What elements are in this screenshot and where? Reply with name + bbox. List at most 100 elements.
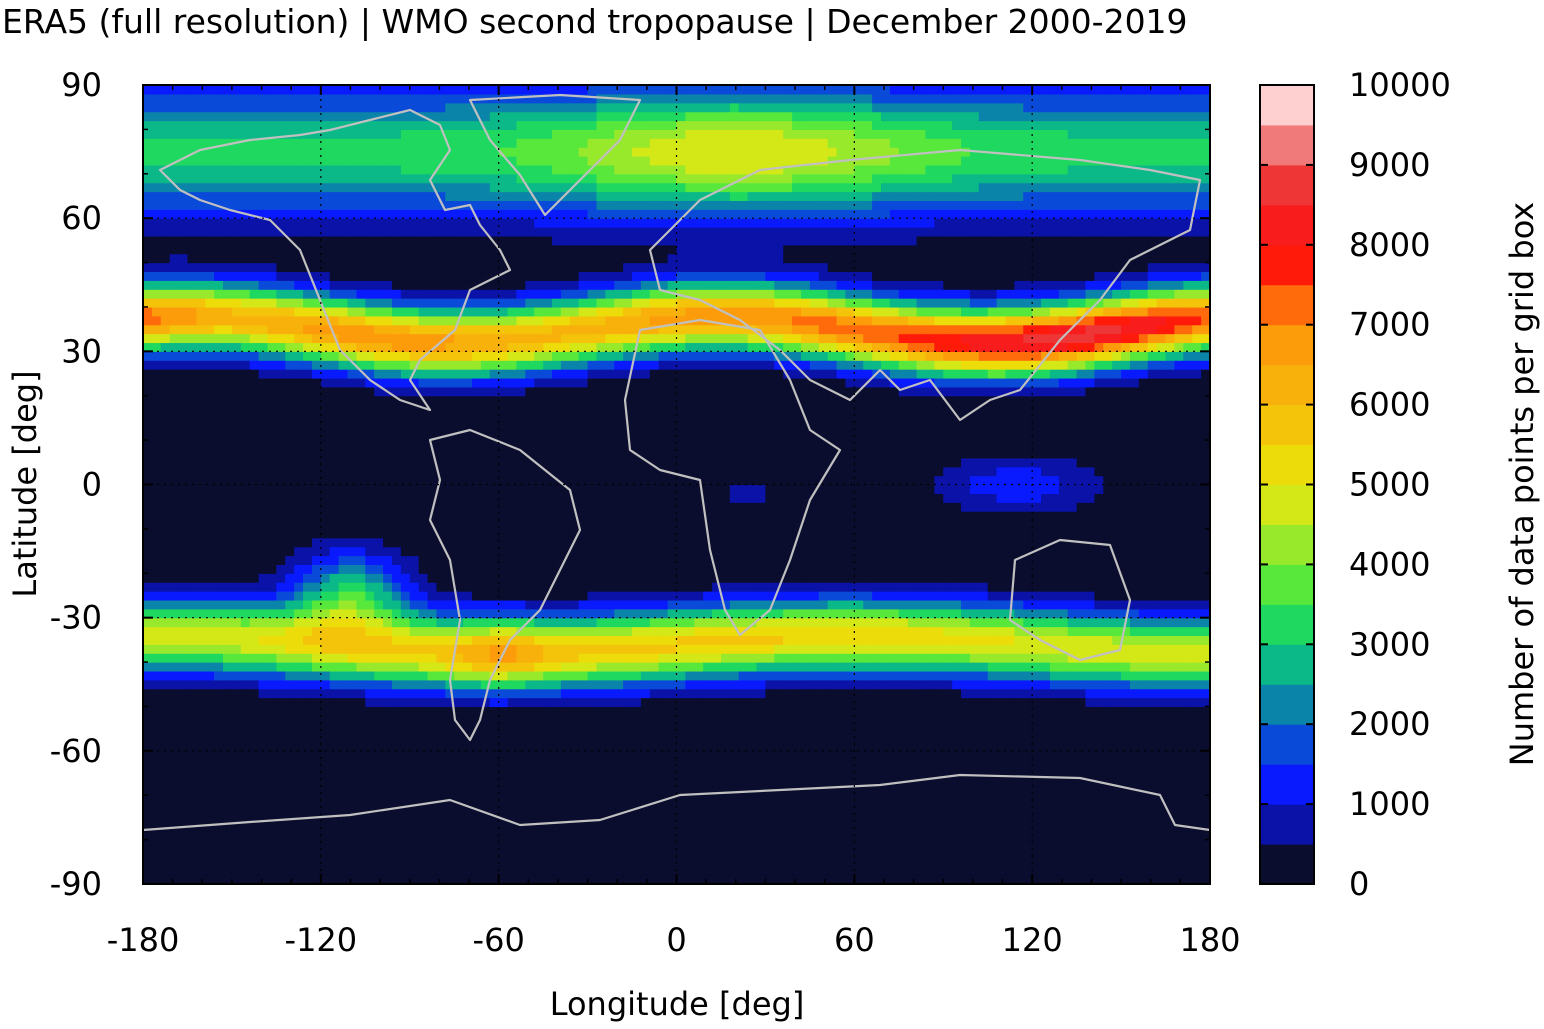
- heatmap-cell: [498, 129, 509, 139]
- heatmap-cell: [578, 617, 589, 628]
- heatmap-cell: [294, 777, 304, 787]
- heatmap-cell: [240, 528, 251, 539]
- heatmap-cell: [480, 715, 491, 725]
- heatmap-cell: [240, 875, 251, 884]
- heatmap-cell: [196, 555, 206, 565]
- heatmap-cell: [143, 555, 153, 565]
- heatmap-cell: [578, 662, 589, 672]
- heatmap-cell: [169, 599, 180, 610]
- heatmap-cell: [329, 546, 340, 557]
- heatmap-cell: [623, 608, 633, 619]
- heatmap-cell: [569, 227, 580, 237]
- heatmap-cell: [329, 848, 340, 858]
- heatmap-cell: [320, 635, 331, 645]
- heatmap-cell: [231, 697, 242, 708]
- heatmap-cell: [231, 635, 242, 645]
- heatmap-cell: [276, 147, 286, 157]
- heatmap-cell: [498, 360, 509, 370]
- heatmap-cell: [552, 821, 562, 832]
- heatmap-cell: [223, 280, 233, 290]
- heatmap-cell: [356, 706, 366, 716]
- heatmap-cell: [463, 502, 473, 512]
- heatmap-cell: [480, 466, 491, 477]
- heatmap-cell: [294, 573, 304, 583]
- heatmap-cell: [471, 138, 482, 148]
- heatmap-cell: [294, 218, 304, 228]
- heatmap-cell: [240, 750, 251, 761]
- heatmap-cell: [498, 830, 509, 841]
- heatmap-cell: [294, 786, 304, 796]
- heatmap-cell: [489, 253, 500, 264]
- heatmap-cell: [160, 546, 171, 557]
- heatmap-cell: [596, 750, 606, 761]
- heatmap-cell: [205, 679, 215, 690]
- heatmap-cell: [560, 759, 571, 770]
- heatmap-cell: [303, 839, 313, 850]
- heatmap-cell: [294, 271, 304, 281]
- heatmap-cell: [587, 191, 598, 202]
- heatmap-cell: [143, 440, 153, 450]
- heatmap-cell: [498, 422, 509, 432]
- heatmap-cell: [534, 537, 544, 548]
- heatmap-cell: [418, 413, 429, 423]
- heatmap-cell: [374, 386, 384, 397]
- heatmap-cell: [214, 475, 224, 486]
- heatmap-cell: [143, 200, 153, 210]
- heatmap-cell: [214, 164, 224, 175]
- heatmap-cell: [427, 839, 438, 850]
- heatmap-cell: [445, 164, 455, 175]
- heatmap-cell: [240, 795, 251, 805]
- heatmap-cell: [267, 85, 277, 95]
- heatmap-cell: [578, 839, 589, 850]
- heatmap-cell: [543, 227, 553, 237]
- heatmap-cell: [285, 759, 295, 770]
- heatmap-cell: [605, 227, 615, 237]
- heatmap-cell: [543, 812, 553, 823]
- heatmap-cell: [516, 218, 526, 228]
- heatmap-cell: [418, 289, 429, 299]
- heatmap-cell: [249, 626, 260, 637]
- heatmap-cell: [552, 804, 562, 814]
- heatmap-cell: [258, 546, 269, 557]
- heatmap-cell: [151, 644, 162, 654]
- heatmap-cell: [205, 164, 215, 175]
- heatmap-cell: [632, 564, 642, 574]
- heatmap-cell: [347, 804, 357, 814]
- heatmap-cell: [471, 289, 482, 299]
- heatmap-cell: [480, 502, 491, 512]
- heatmap-cell: [196, 875, 206, 884]
- heatmap-cell: [205, 209, 215, 219]
- heatmap-cell: [560, 528, 571, 539]
- heatmap-cell: [418, 528, 429, 539]
- heatmap-cell: [338, 830, 349, 841]
- heatmap-cell: [534, 298, 544, 308]
- heatmap-cell: [427, 466, 438, 477]
- heatmap-cell: [374, 830, 384, 841]
- heatmap-cell: [418, 466, 429, 477]
- heatmap-cell: [445, 244, 455, 255]
- heatmap-cell: [507, 200, 518, 210]
- heatmap-cell: [534, 635, 544, 645]
- heatmap-cell: [569, 93, 580, 104]
- heatmap-cell: [418, 511, 429, 521]
- heatmap-cell: [525, 164, 535, 175]
- heatmap-cell: [391, 253, 402, 264]
- heatmap-cell: [338, 315, 349, 326]
- heatmap-cell: [614, 777, 624, 787]
- heatmap-cell: [534, 147, 544, 157]
- heatmap-cell: [365, 653, 375, 663]
- heatmap-cell: [311, 821, 322, 832]
- heatmap-cell: [249, 866, 260, 876]
- heatmap-cell: [205, 227, 215, 237]
- heatmap-cell: [463, 511, 473, 521]
- heatmap-cell: [374, 670, 384, 681]
- heatmap-cell: [231, 608, 242, 619]
- heatmap-cell: [347, 528, 357, 539]
- heatmap-cell: [409, 147, 420, 157]
- heatmap-cell: [498, 191, 509, 202]
- heatmap-cell: [418, 804, 429, 814]
- heatmap-cell: [560, 591, 571, 601]
- heatmap-cell: [623, 786, 633, 796]
- heatmap-cell: [569, 280, 580, 290]
- heatmap-cell: [516, 520, 526, 530]
